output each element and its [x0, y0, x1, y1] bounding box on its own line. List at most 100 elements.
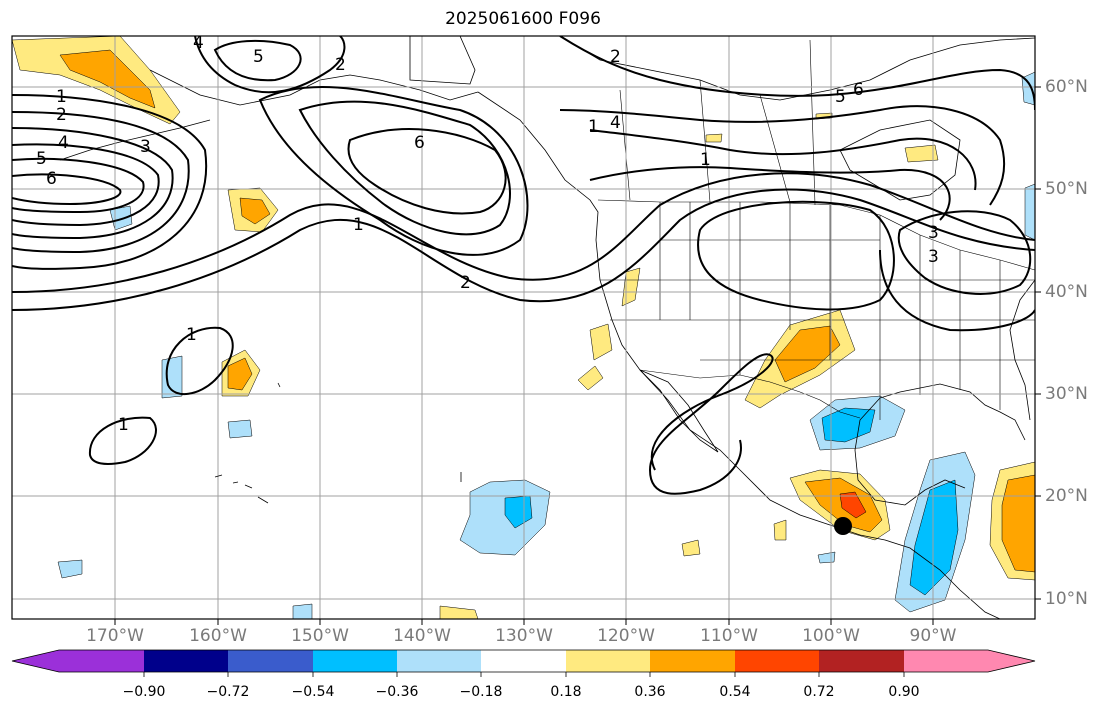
filled-anomalies [12, 36, 1035, 619]
map-body: 1 2 4 5 6 3 1 2 6 5 4 2 6 5 4 3 1 1 1 2 … [12, 33, 1035, 619]
contour-line [879, 249, 1035, 332]
contour-label: 1 [353, 215, 364, 235]
contour-line [12, 188, 1035, 311]
contour-labels: 1 2 4 5 6 3 1 2 6 5 4 2 6 5 4 3 1 1 1 2 … [36, 33, 939, 435]
contour-line [559, 36, 1035, 111]
contour-line [12, 157, 145, 214]
positive-region [773, 519, 787, 541]
us-east-coast [1009, 279, 1035, 421]
hawaii-islands [214, 474, 269, 504]
contour-label: 6 [414, 133, 425, 153]
positive-region-core [774, 325, 841, 383]
negative-region [1024, 183, 1035, 241]
colorbar-bin [144, 650, 228, 672]
longitude-label: 160°W [189, 626, 247, 646]
us-state-lines [600, 202, 1035, 420]
alaska-coast [149, 69, 479, 106]
colorbar-tick-label: −0.54 [291, 684, 335, 700]
contour-label: 5 [253, 47, 264, 67]
contour-label: 2 [460, 273, 471, 293]
negative-region-core [909, 479, 959, 596]
contour-line [12, 127, 174, 240]
colorbar-tick-label: 0.72 [803, 684, 835, 700]
contour-line [12, 94, 208, 270]
colorbar-tick-label: 0.90 [888, 684, 920, 700]
contour-line [213, 39, 302, 82]
longitude-label: 100°W [802, 626, 860, 646]
negative-region [292, 603, 313, 619]
negative-region-core [821, 407, 876, 443]
positive-region [904, 144, 939, 163]
us-mexico-border [639, 369, 861, 419]
latitude-label: 30°N [1045, 384, 1088, 404]
contour-line [12, 173, 122, 206]
latitude-label: 60°N [1045, 77, 1088, 97]
positive-region [705, 133, 723, 143]
positive-region-core [59, 49, 156, 109]
coastlines [59, 36, 1035, 619]
contour-line [559, 105, 1006, 206]
contour-label: 2 [335, 55, 346, 75]
contour-label: 1 [700, 150, 711, 170]
positive-region [681, 539, 701, 557]
contour-line [589, 129, 977, 191]
contour-line [12, 143, 160, 227]
political-borders [597, 39, 1035, 420]
contour-line [697, 200, 895, 311]
contour-label: 5 [835, 87, 846, 107]
contour-line [12, 172, 1035, 293]
contour-label: 1 [118, 415, 129, 435]
contour-label: 6 [853, 80, 864, 100]
colorbar-tick-label: −0.36 [375, 684, 419, 700]
colorbar-bin [650, 650, 735, 672]
contour-label: 1 [186, 325, 197, 345]
longitude-label: 110°W [700, 626, 758, 646]
location-marker [834, 517, 852, 535]
contour-label: 1 [588, 117, 599, 137]
contour-label: 3 [928, 247, 939, 267]
contour-label: 4 [58, 133, 69, 153]
colorbar-tick-label: 0.54 [719, 684, 751, 700]
hudson-bay [839, 119, 961, 201]
colorbar-tick-label: 0.36 [634, 684, 666, 700]
canada-province-lines [619, 39, 816, 206]
contour-line [165, 326, 234, 395]
contour-line [194, 36, 346, 94]
longitude-label: 120°W [597, 626, 655, 646]
island-mark [277, 382, 281, 388]
aleutian-islands [59, 119, 211, 161]
contour-line [298, 100, 511, 236]
positive-region-core [227, 357, 253, 391]
negative-region [161, 355, 183, 399]
longitude-label: 170°W [86, 626, 144, 646]
colorbar-ticks [143, 672, 905, 677]
contour-label: 3 [928, 223, 939, 243]
contour-label: 4 [193, 33, 204, 53]
colorbar-bin [313, 650, 397, 672]
gulf-coast [854, 383, 1026, 506]
colorbar-tick-label: −0.90 [122, 684, 166, 700]
colorbar-bin [735, 650, 819, 672]
contour-line [589, 166, 951, 221]
colorbar-bin [819, 650, 904, 672]
colorbar [11, 649, 1036, 677]
contour-label: 2 [56, 105, 67, 125]
colorbar-bin [904, 650, 988, 672]
contour-line [347, 128, 507, 215]
longitude-label: 130°W [495, 626, 553, 646]
contour-line [648, 353, 774, 495]
negative-region [227, 419, 253, 439]
contour-label: 5 [36, 149, 47, 169]
contour-label: 1 [56, 87, 67, 107]
contour-label: 4 [610, 113, 621, 133]
positive-region-peak [839, 491, 867, 519]
latitude-label: 20°N [1045, 486, 1088, 506]
positive-region [589, 323, 613, 361]
longitude-label: 140°W [393, 626, 451, 646]
gridlines [12, 36, 1035, 619]
colorbar-bin [397, 650, 481, 672]
colorbar-tick-label: −0.18 [459, 684, 503, 700]
colorbar-extend-high [988, 650, 1035, 672]
contour-line [12, 111, 190, 254]
baja-california [639, 369, 719, 453]
